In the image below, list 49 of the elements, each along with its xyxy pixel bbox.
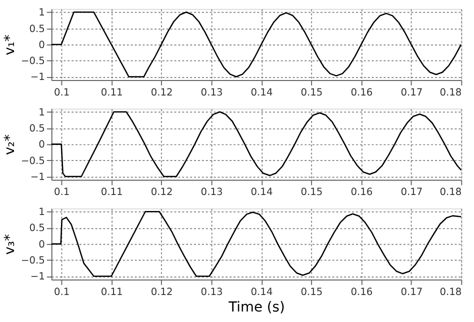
x-tick-label: 0.14 [250, 187, 273, 198]
x-tick-label: 0.13 [200, 87, 223, 98]
x-tick-label: 0.1 [54, 286, 70, 298]
y-tick-label: 0.5 [29, 223, 45, 234]
x-tick-label: 0.14 [250, 87, 273, 98]
y-tick-label: 0.5 [29, 24, 45, 35]
x-tick-label: 0.12 [150, 87, 173, 98]
y-tick-label: 0 [38, 140, 45, 151]
y-axis-title: v₃* [2, 234, 18, 255]
x-tick-label: 0.16 [350, 87, 373, 98]
y-tick-label: 1 [38, 8, 45, 19]
x-tick-label: 0.1 [54, 187, 70, 198]
y-tick-label: −1 [30, 272, 45, 283]
x-tick-label: 0.15 [300, 187, 323, 198]
y-tick-label: −1 [30, 72, 45, 84]
x-tick-label: 0.15 [300, 286, 323, 298]
y-tick-label: 0 [38, 239, 45, 250]
x-tick-label: 0.12 [150, 187, 173, 198]
x-tick-label: 0.13 [200, 187, 223, 198]
x-tick-label: 0.1 [54, 87, 70, 98]
x-tick-label: 0.17 [400, 187, 423, 198]
x-tick-label: 0.17 [400, 87, 423, 98]
x-tick-label: 0.11 [100, 286, 123, 298]
line-series [51, 210, 462, 277]
x-tick-label: 0.12 [150, 286, 173, 298]
line-series [51, 111, 462, 178]
x-tick-label: 0.18 [440, 286, 462, 298]
y-tick-label: 0 [38, 40, 45, 51]
x-tick-label: 0.17 [400, 286, 423, 298]
x-tick-label: 0.16 [350, 286, 373, 298]
line-series [51, 11, 462, 78]
y-tick-label: −0.5 [20, 156, 45, 167]
x-tick-label: 0.14 [250, 286, 273, 298]
x-tick-label: 0.16 [350, 187, 373, 198]
x-tick-label: 0.13 [200, 286, 223, 298]
y-tick-label: −0.5 [20, 256, 45, 267]
x-tick-label: 0.11 [100, 87, 123, 98]
x-tick-label: 0.18 [440, 187, 462, 198]
y-axis-title: v₁* [2, 34, 18, 56]
y-tick-label: 1 [38, 107, 45, 118]
y-tick-label: 1 [38, 207, 45, 218]
y-tick-label: −1 [30, 172, 45, 183]
x-axis-title: Time (s) [228, 300, 285, 316]
x-tick-label: 0.15 [300, 87, 323, 98]
y-tick-label: −0.5 [20, 56, 45, 68]
y-tick-label: 0.5 [29, 123, 45, 134]
y-axis-title: v₂* [2, 134, 18, 155]
x-tick-label: 0.11 [100, 187, 123, 198]
x-tick-label: 0.18 [440, 87, 462, 98]
